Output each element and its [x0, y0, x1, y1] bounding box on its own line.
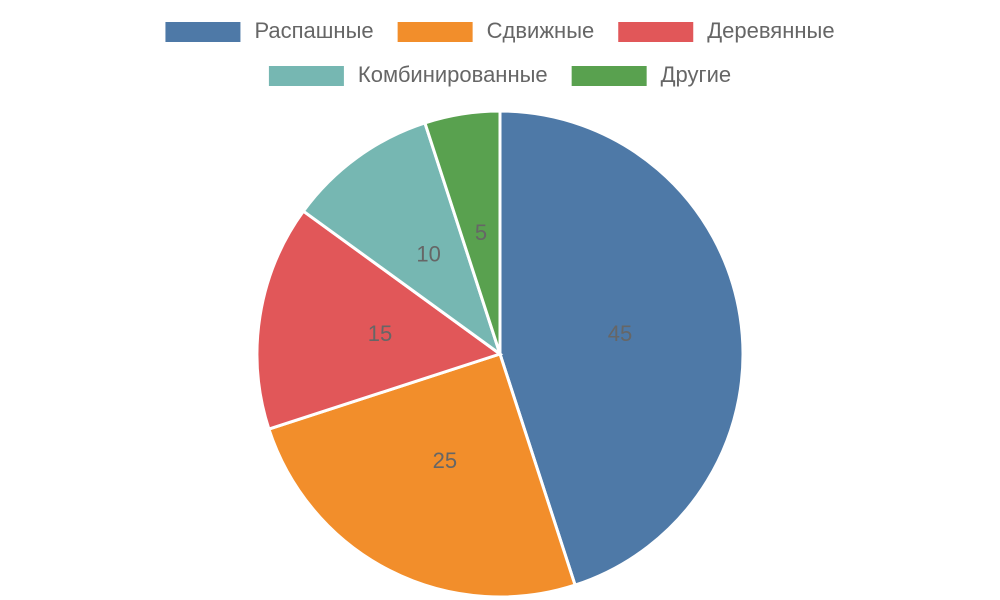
pie-slice: [267, 352, 577, 599]
legend-item: Распашные: [165, 18, 374, 43]
pie-slice: [301, 121, 503, 358]
legend-label: Комбинированные: [358, 62, 548, 87]
legend-label: Распашные: [254, 18, 373, 43]
legend-swatch: [268, 66, 344, 86]
legend-item: Сдвижные: [397, 18, 595, 43]
pie-slice: [255, 209, 504, 431]
legend-item: Комбинированные: [268, 62, 548, 87]
legend-swatch: [571, 66, 647, 86]
legend-swatch: [618, 22, 694, 42]
data-label: 15: [368, 321, 392, 346]
pie-slice: [498, 109, 745, 587]
legend-swatch: [397, 22, 473, 42]
data-label: 25: [433, 448, 457, 473]
legend-item: Деревянные: [618, 18, 835, 43]
legend-label: Деревянные: [707, 18, 834, 43]
legend-swatch: [165, 22, 241, 42]
pie-slice: [423, 109, 502, 355]
legend-item: Другие: [571, 62, 731, 87]
data-label: 45: [608, 321, 632, 346]
data-label: 10: [416, 242, 440, 267]
data-label: 5: [475, 220, 487, 245]
legend-label: Другие: [661, 62, 731, 87]
legend-label: Сдвижные: [487, 18, 595, 43]
